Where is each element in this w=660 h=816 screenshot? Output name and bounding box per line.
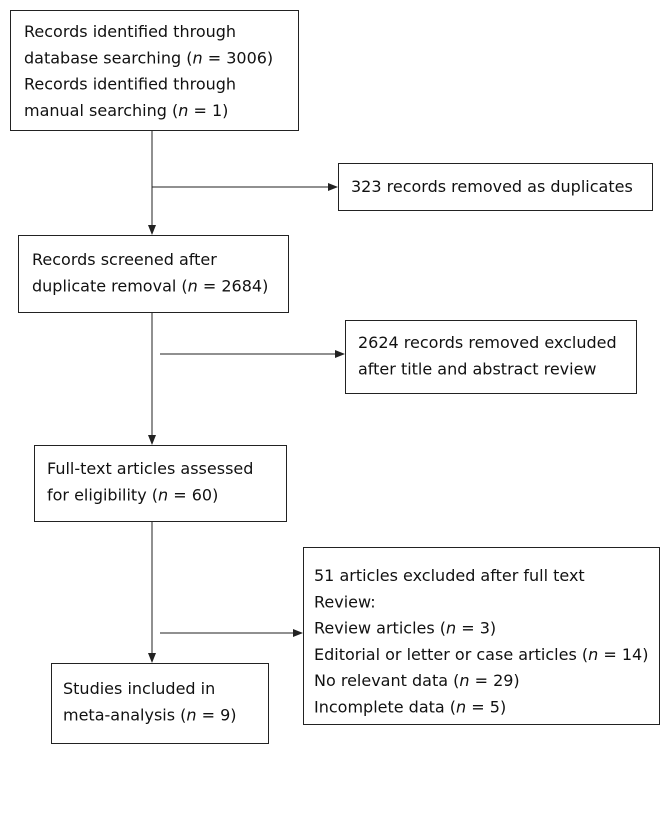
box-border <box>338 163 653 211</box>
text-segment: = 5) <box>466 697 506 716</box>
italic-symbol: n <box>192 48 202 67</box>
text-segment: manual searching ( <box>24 100 178 119</box>
box-text-line: Studies included in <box>63 679 215 698</box>
box-text-line: 323 records removed as duplicates <box>351 177 633 196</box>
italic-symbol: n <box>178 100 188 119</box>
box-text-line: Review articles (n = 3) <box>314 618 496 637</box>
text-segment: Full-text articles assessed <box>47 459 253 478</box>
text-segment: Editorial or letter or case articles ( <box>314 644 588 663</box>
flow-box: 323 records removed as duplicates <box>338 163 653 211</box>
text-segment: = 3) <box>456 618 496 637</box>
text-segment: = 29) <box>469 671 519 690</box>
box-text-line: manual searching (n = 1) <box>24 100 228 119</box>
text-segment: = 60) <box>168 485 218 504</box>
box-border <box>10 10 299 131</box>
text-segment: Studies included in <box>63 679 215 698</box>
text-segment: 2624 records removed excluded <box>358 333 617 352</box>
flow-box: 2624 records removed excluded after title… <box>345 320 637 394</box>
italic-symbol: n <box>186 705 196 724</box>
connectors <box>148 130 345 663</box>
italic-symbol: n <box>588 644 598 663</box>
italic-symbol: n <box>446 618 456 637</box>
box-text-line: Review: <box>314 592 376 611</box>
text-segment: = 3006) <box>203 48 274 67</box>
text-segment: = 2684) <box>198 276 269 295</box>
text-segment: duplicate removal ( <box>32 276 188 295</box>
flow-box: Full-text articles assessed for eligibili… <box>34 445 287 522</box>
box-text-line: duplicate removal (n = 2684) <box>32 276 268 295</box>
italic-symbol: n <box>456 697 466 716</box>
text-segment: Records screened after <box>32 250 217 269</box>
text-segment: Review articles ( <box>314 618 446 637</box>
text-segment: after title and abstract review <box>358 359 597 378</box>
text-segment: Records identified through <box>24 22 236 41</box>
italic-symbol: n <box>188 276 198 295</box>
text-segment: Records identified through <box>24 74 236 93</box>
text-segment: = 9) <box>197 705 237 724</box>
box-border <box>18 235 289 313</box>
box-text-line: Full-text articles assessed <box>47 459 253 478</box>
flow-box: Records screened after duplicate removal … <box>18 235 289 313</box>
text-segment: 51 articles excluded after full text <box>314 566 585 585</box>
box-border <box>34 445 287 522</box>
box-text-line: No relevant data (n = 29) <box>314 671 520 690</box>
box-text-line: after title and abstract review <box>358 359 597 378</box>
box-text-line: Records identified through <box>24 74 236 93</box>
flow-box: Records identified through database searc… <box>10 10 299 131</box>
box-text-line: 2624 records removed excluded <box>358 333 617 352</box>
text-segment: Review: <box>314 592 376 611</box>
box-text-line: 51 articles excluded after full text <box>314 566 585 585</box>
box-text-line: Records identified through <box>24 22 236 41</box>
text-segment: = 1) <box>188 100 228 119</box>
text-segment: Incomplete data ( <box>314 697 456 716</box>
text-segment: meta-analysis ( <box>63 705 186 724</box>
box-text-line: for eligibility (n = 60) <box>47 485 218 504</box>
italic-symbol: n <box>459 671 469 690</box>
box-border <box>345 320 637 394</box>
text-segment: No relevant data ( <box>314 671 459 690</box>
text-segment: = 14) <box>598 644 648 663</box>
box-border <box>303 547 660 725</box>
text-segment: 323 records removed as duplicates <box>351 177 633 196</box>
box-border <box>51 663 269 744</box>
box-text-line: Editorial or letter or case articles (n … <box>314 644 648 663</box>
box-text-line: Incomplete data (n = 5) <box>314 697 506 716</box>
text-segment: database searching ( <box>24 48 192 67</box>
flow-box: Studies included in meta-analysis (n = 9) <box>51 663 269 744</box>
italic-symbol: n <box>158 485 168 504</box>
box-text-line: meta-analysis (n = 9) <box>63 705 237 724</box>
flow-box: 51 articles excluded after full text Revi… <box>303 547 660 725</box>
text-segment: for eligibility ( <box>47 485 158 504</box>
box-text-line: database searching (n = 3006) <box>24 48 273 67</box>
box-text-line: Records screened after <box>32 250 217 269</box>
